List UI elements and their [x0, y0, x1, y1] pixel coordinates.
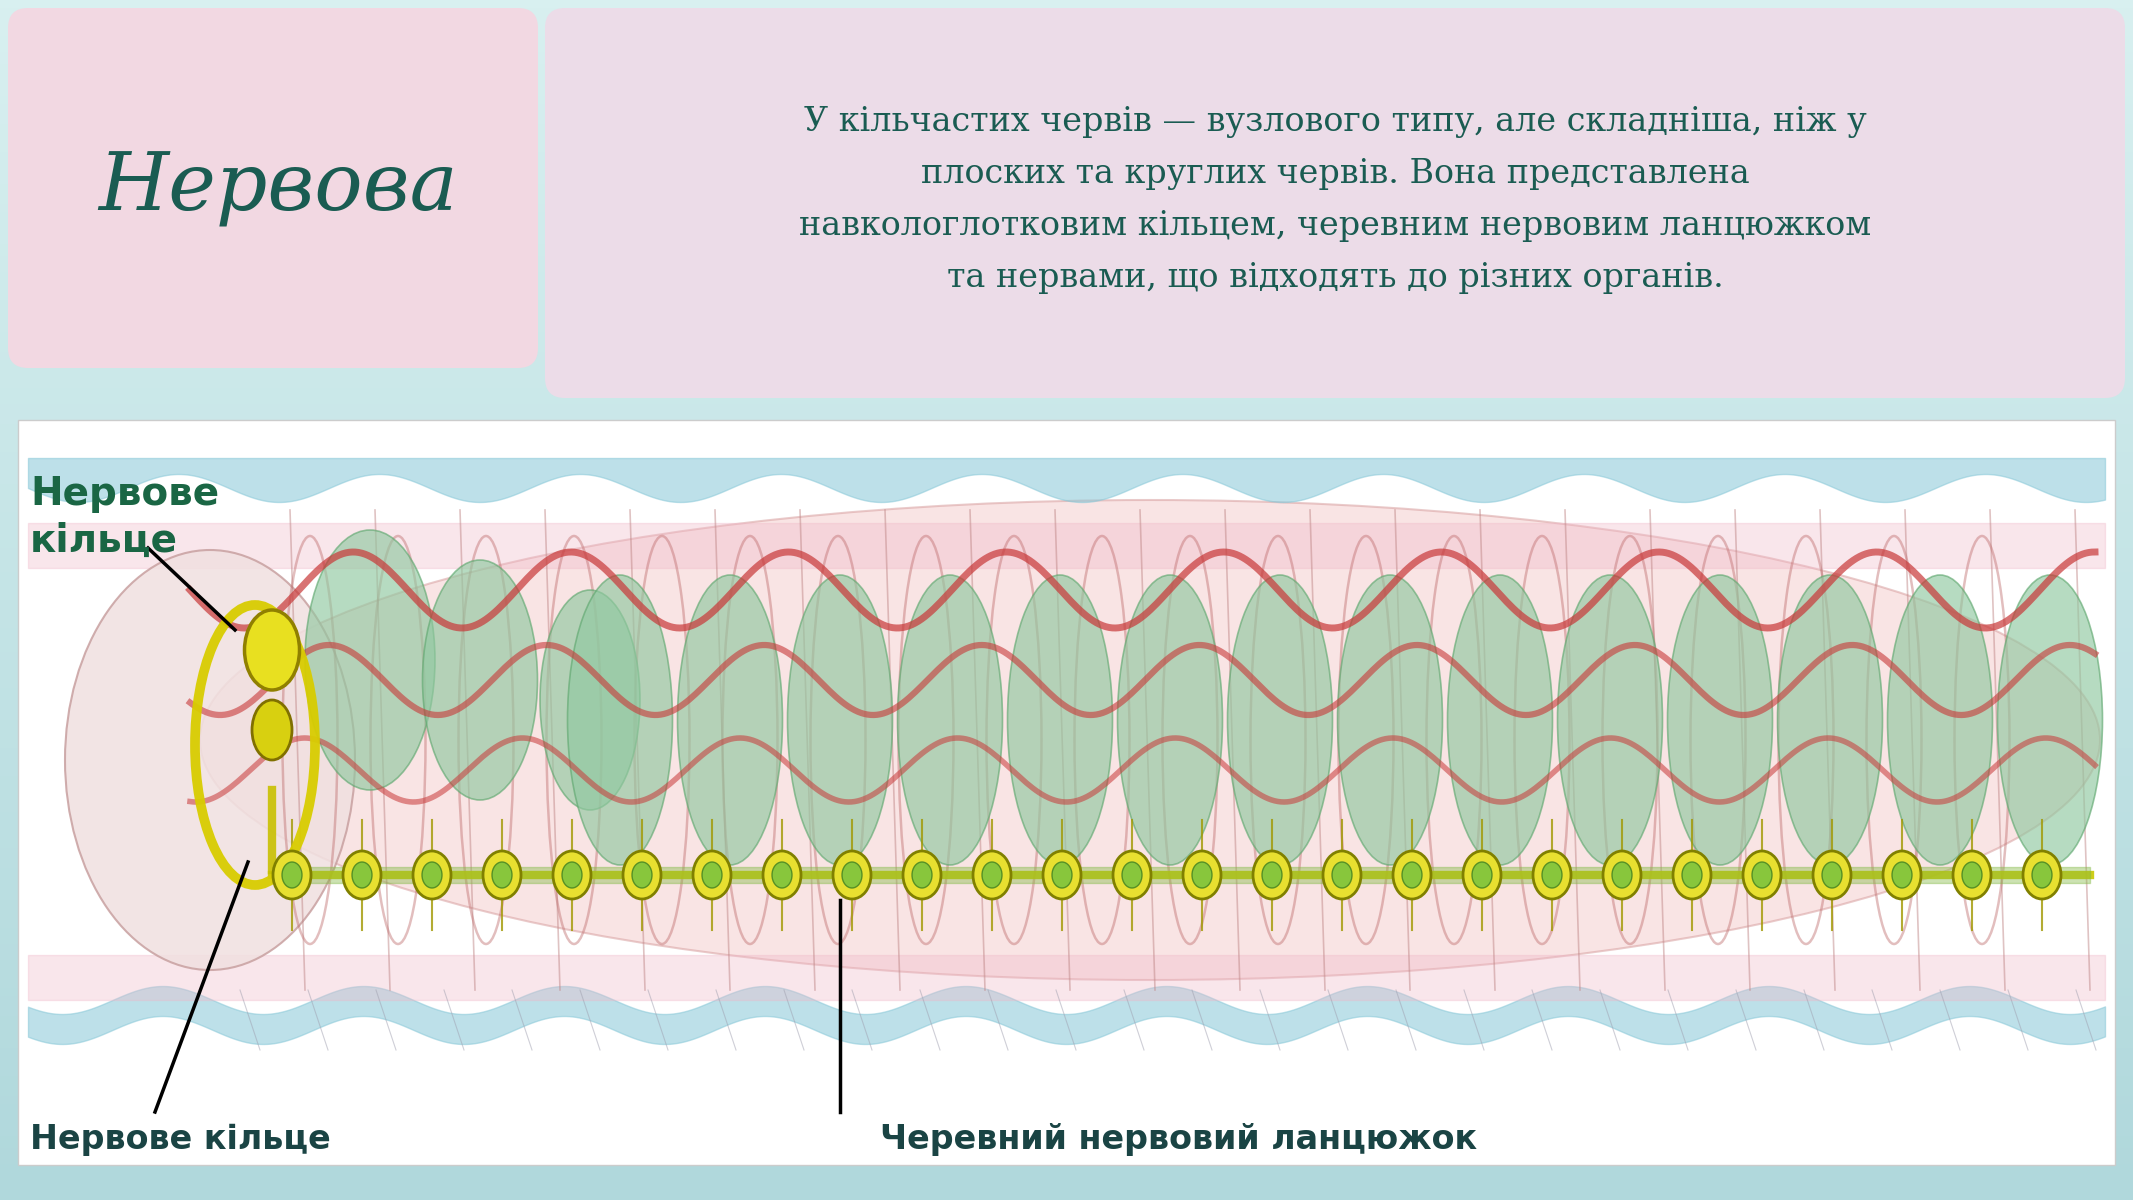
Ellipse shape — [1226, 575, 1333, 865]
Ellipse shape — [1534, 851, 1572, 899]
Ellipse shape — [64, 550, 354, 970]
Ellipse shape — [1672, 851, 1711, 899]
Ellipse shape — [973, 851, 1011, 899]
Ellipse shape — [1888, 575, 1992, 865]
Ellipse shape — [631, 862, 653, 888]
FancyBboxPatch shape — [17, 420, 2116, 1165]
Ellipse shape — [1393, 851, 1431, 899]
Ellipse shape — [1448, 575, 1553, 865]
Ellipse shape — [1113, 851, 1152, 899]
Ellipse shape — [245, 610, 299, 690]
Ellipse shape — [343, 851, 382, 899]
Ellipse shape — [1322, 851, 1361, 899]
Ellipse shape — [422, 560, 538, 800]
Ellipse shape — [1962, 862, 1982, 888]
Text: Нервове
кільце: Нервове кільце — [30, 475, 220, 560]
Ellipse shape — [1118, 575, 1222, 865]
Text: Нервове кільце: Нервове кільце — [30, 1123, 331, 1157]
Ellipse shape — [1043, 851, 1081, 899]
Ellipse shape — [482, 851, 520, 899]
Ellipse shape — [1401, 862, 1423, 888]
Ellipse shape — [1472, 862, 1491, 888]
Ellipse shape — [252, 700, 292, 760]
Ellipse shape — [1263, 862, 1282, 888]
Ellipse shape — [1122, 862, 1141, 888]
FancyBboxPatch shape — [546, 8, 2124, 398]
Ellipse shape — [273, 851, 311, 899]
Ellipse shape — [834, 851, 870, 899]
Ellipse shape — [561, 862, 582, 888]
Ellipse shape — [693, 851, 732, 899]
Text: Черевний нервовий ланцюжок: Черевний нервовий ланцюжок — [881, 1123, 1478, 1157]
Ellipse shape — [764, 851, 802, 899]
Ellipse shape — [1892, 862, 1911, 888]
Ellipse shape — [772, 862, 791, 888]
Ellipse shape — [1996, 575, 2103, 865]
Ellipse shape — [1192, 862, 1212, 888]
Ellipse shape — [1954, 851, 1990, 899]
Ellipse shape — [678, 575, 783, 865]
Ellipse shape — [352, 862, 371, 888]
Ellipse shape — [1337, 575, 1442, 865]
Ellipse shape — [552, 851, 591, 899]
Text: Нервова: Нервова — [98, 149, 459, 227]
Ellipse shape — [1252, 851, 1290, 899]
Ellipse shape — [898, 575, 1003, 865]
Ellipse shape — [1822, 862, 1843, 888]
Ellipse shape — [1331, 862, 1352, 888]
Ellipse shape — [1052, 862, 1073, 888]
Ellipse shape — [702, 862, 721, 888]
Ellipse shape — [1557, 575, 1662, 865]
Ellipse shape — [2033, 862, 2052, 888]
Ellipse shape — [623, 851, 661, 899]
Ellipse shape — [843, 862, 862, 888]
Ellipse shape — [787, 575, 892, 865]
Ellipse shape — [1613, 862, 1632, 888]
Ellipse shape — [913, 862, 932, 888]
Ellipse shape — [1743, 851, 1781, 899]
Ellipse shape — [1542, 862, 1561, 888]
Ellipse shape — [981, 862, 1003, 888]
Ellipse shape — [2022, 851, 2060, 899]
Ellipse shape — [1463, 851, 1502, 899]
Ellipse shape — [414, 851, 450, 899]
Ellipse shape — [1813, 851, 1851, 899]
Ellipse shape — [282, 862, 303, 888]
Ellipse shape — [1184, 851, 1220, 899]
Ellipse shape — [1777, 575, 1883, 865]
Ellipse shape — [201, 500, 2101, 980]
Ellipse shape — [902, 851, 941, 899]
Ellipse shape — [1883, 851, 1922, 899]
Ellipse shape — [305, 530, 435, 790]
Ellipse shape — [567, 575, 672, 865]
Ellipse shape — [1683, 862, 1702, 888]
Text: У кільчастих червів — вузлового типу, але складніша, ніж у
плоских та круглих че: У кільчастих червів — вузлового типу, ал… — [800, 106, 1871, 294]
Ellipse shape — [493, 862, 512, 888]
Ellipse shape — [1751, 862, 1773, 888]
Ellipse shape — [1668, 575, 1773, 865]
Ellipse shape — [422, 862, 442, 888]
FancyBboxPatch shape — [9, 8, 538, 368]
Ellipse shape — [540, 590, 640, 810]
Ellipse shape — [1007, 575, 1113, 865]
Ellipse shape — [1604, 851, 1640, 899]
